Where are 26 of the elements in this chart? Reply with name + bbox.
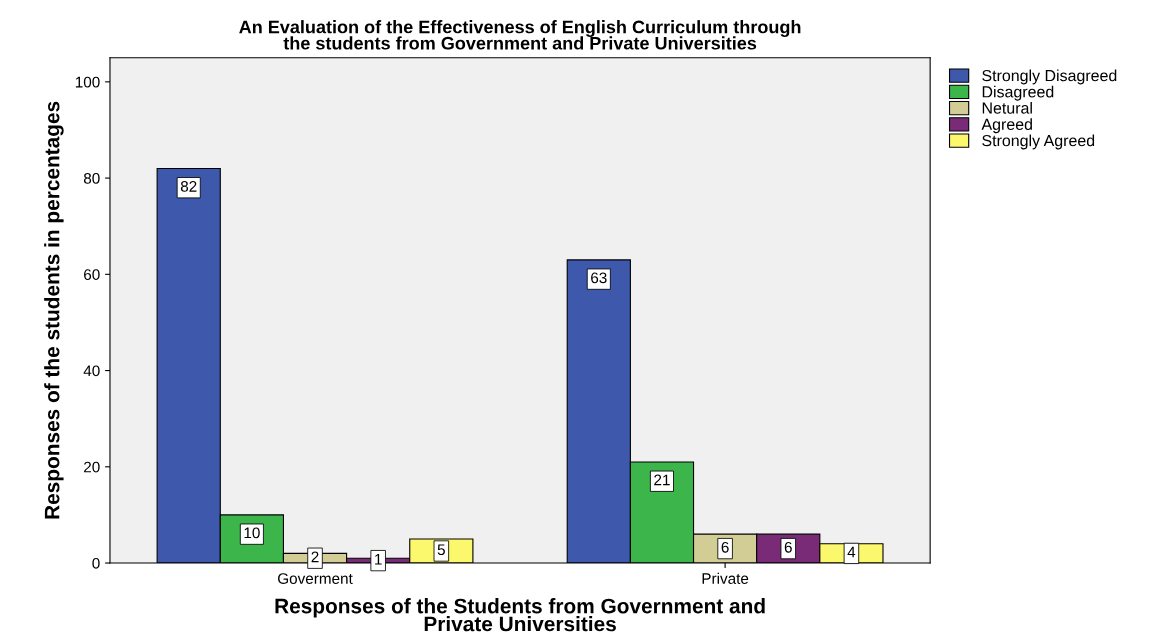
data-label: 6 bbox=[784, 541, 792, 553]
data-label: 10 bbox=[244, 527, 260, 539]
legend-label: Strongly Disagreed bbox=[982, 69, 1117, 85]
y-tick-label: 100 bbox=[75, 76, 100, 88]
legend-label: Agreed bbox=[981, 118, 1032, 134]
legend-label: Strongly Agreed bbox=[982, 134, 1095, 150]
x-tick-label: Goverment bbox=[278, 573, 353, 584]
y-tick-label: 40 bbox=[83, 365, 100, 377]
data-label: 2 bbox=[311, 551, 319, 563]
y-tick-label: 0 bbox=[92, 557, 100, 569]
data-label: 63 bbox=[591, 272, 607, 284]
data-label: 82 bbox=[180, 180, 197, 192]
legend-label: Disagreed bbox=[982, 85, 1054, 101]
y-tick-label: 80 bbox=[83, 172, 100, 184]
y-axis-title: Responses of the students in percentages bbox=[44, 101, 64, 519]
data-label: 6 bbox=[721, 541, 729, 553]
y-tick-label: 20 bbox=[84, 461, 100, 473]
data-label: 5 bbox=[437, 544, 445, 556]
chart-title: An Evaluation of the Effectiveness of English Curriculum through the students from Government and Private Universities bbox=[239, 20, 801, 50]
data-label: 1 bbox=[375, 554, 382, 565]
data-label: 4 bbox=[847, 546, 856, 558]
y-tick-label: 60 bbox=[84, 269, 100, 280]
legend-label: Netural bbox=[982, 102, 1032, 114]
x-axis-title: Responses of the Students from Government and Private Universities bbox=[275, 598, 765, 632]
data-label: 21 bbox=[654, 474, 670, 486]
x-tick-label: Private bbox=[702, 572, 749, 584]
